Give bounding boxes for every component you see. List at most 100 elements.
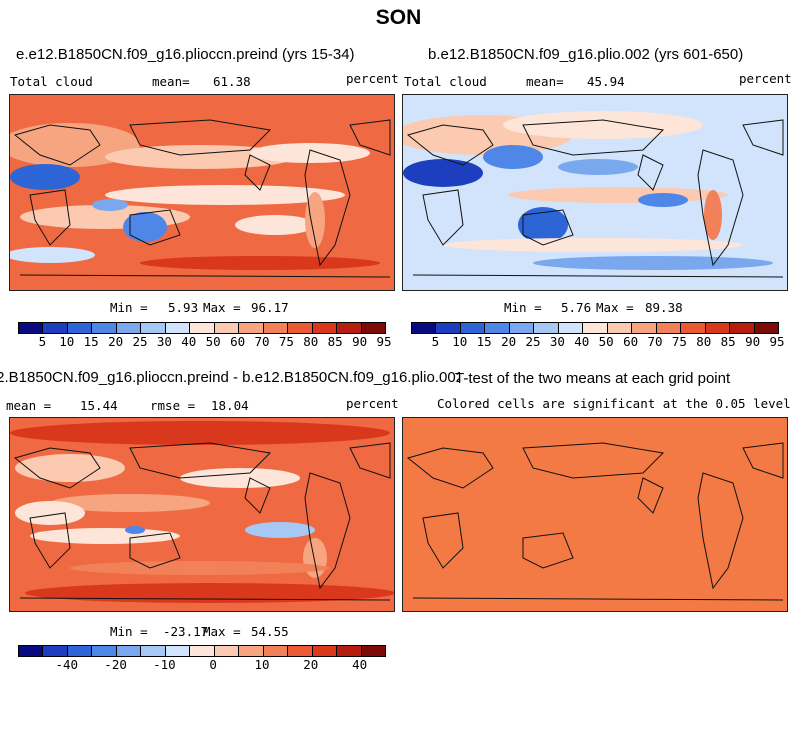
colorbar-box <box>19 646 44 656</box>
panel3-map <box>9 417 395 612</box>
colorbar-tick-label: 25 <box>132 334 148 349</box>
colorbar-tick-label: 10 <box>59 334 75 349</box>
colorbar-box <box>705 323 731 333</box>
colorbar-tick-label: 40 <box>352 657 368 672</box>
colorbar-box <box>214 323 240 333</box>
colorbar-box <box>509 323 535 333</box>
colorbar-tick-label: -40 <box>55 657 79 672</box>
colorbar-box <box>436 323 461 333</box>
colorbar-box <box>263 646 289 656</box>
panel2-title: b.e12.B1850CN.f09_g16.plio.002 (yrs 601-… <box>428 46 744 63</box>
colorbar-box <box>116 646 142 656</box>
panel2-max-label: Max = <box>596 300 634 315</box>
panel4-map <box>402 417 788 612</box>
colorbar-tick-label: 70 <box>647 334 663 349</box>
colorbar-box <box>312 323 338 333</box>
panel2-units: percent <box>739 71 792 86</box>
colorbar-tick-label: -20 <box>104 657 127 672</box>
panel3-colorbar <box>18 645 386 657</box>
colorbar-tick-label: 40 <box>574 334 590 349</box>
colorbar-tick-label: -10 <box>153 657 176 672</box>
colorbar-box <box>67 646 93 656</box>
colorbar-box <box>239 323 264 333</box>
colorbar-box <box>288 323 313 333</box>
panel3-max-label: Max = <box>203 624 241 639</box>
panel1-heatmap <box>10 95 394 290</box>
panel1-min-value: 5.93 <box>168 300 199 315</box>
colorbar-tick-label: 95 <box>769 334 785 349</box>
colorbar-box <box>67 323 93 333</box>
colorbar-tick-label: 50 <box>205 334 221 349</box>
colorbar-box <box>632 323 657 333</box>
panel3-colorbar-ticks: -40 -20 -10 0 10 20 40 <box>18 657 384 672</box>
panel3-mean-label: mean = <box>6 398 52 413</box>
colorbar-tick-label: 30 <box>549 334 565 349</box>
colorbar-box <box>165 646 191 656</box>
significance-fill <box>403 418 787 611</box>
panel1-mean-value: 61.38 <box>213 74 251 89</box>
colorbar-box <box>534 323 559 333</box>
colorbar-tick-label: 0 <box>209 657 217 672</box>
panel3-title-clip: e.e12.B1850CN.f09_g16.plioccn.preind - b… <box>0 369 460 391</box>
colorbar-box <box>730 323 755 333</box>
colorbar-box <box>412 323 437 333</box>
panel3-units: percent <box>346 396 399 411</box>
panel4-heatmap <box>403 418 787 611</box>
panel1-title: e.e12.B1850CN.f09_g16.plioccn.preind (yr… <box>16 46 355 63</box>
colorbar-box <box>92 646 117 656</box>
colorbar-tick-label: 70 <box>254 334 270 349</box>
colorbar-tick-label: 30 <box>156 334 172 349</box>
panel2-min-label: Min = <box>504 300 542 315</box>
panel1-units: percent <box>346 71 399 86</box>
colorbar-box <box>607 323 633 333</box>
panel4-subtitle: Colored cells are significant at the 0.0… <box>437 396 791 411</box>
panel3-min-label: Min = <box>110 624 148 639</box>
colorbar-box <box>312 646 338 656</box>
colorbar-box <box>288 646 313 656</box>
colorbar-tick-label: 10 <box>254 657 270 672</box>
panel2-map <box>402 94 788 291</box>
panel1-max-label: Max = <box>203 300 241 315</box>
colorbar-box <box>43 646 68 656</box>
colorbar-tick-label: 5 <box>38 334 47 349</box>
panel1-variable-label: Total cloud <box>10 74 93 89</box>
colorbar-tick-label: 75 <box>278 334 294 349</box>
colorbar-box <box>656 323 682 333</box>
colorbar-tick-label: 60 <box>623 334 639 349</box>
colorbar-box <box>190 323 215 333</box>
panel3-heatmap <box>10 418 394 611</box>
colorbar-tick-label: 20 <box>303 657 319 672</box>
colorbar-tick-label: 85 <box>720 334 736 349</box>
colorbar-tick-label: 5 <box>431 334 440 349</box>
colorbar-box <box>460 323 486 333</box>
colorbar-box <box>558 323 584 333</box>
colorbar-box <box>141 323 166 333</box>
colorbar-box <box>754 323 779 333</box>
panel1-colorbar-ticks: 5 10 15 20 25 30 40 50 60 70 75 80 85 90 95 <box>18 334 392 349</box>
panel3-mean-value: 15.44 <box>80 398 118 413</box>
panel2-mean-label: mean= <box>526 74 564 89</box>
colorbar-box <box>361 323 386 333</box>
panel2-colorbar <box>411 322 779 334</box>
colorbar-box <box>165 323 191 333</box>
colorbar-tick-label: 20 <box>501 334 517 349</box>
colorbar-box <box>19 323 44 333</box>
colorbar-box <box>337 323 362 333</box>
colorbar-box <box>583 323 608 333</box>
colorbar-box <box>239 646 264 656</box>
panel2-heatmap <box>403 95 787 290</box>
colorbar-box <box>190 646 215 656</box>
colorbar-tick-label: 90 <box>352 334 368 349</box>
colorbar-tick-label: 15 <box>476 334 492 349</box>
panel1-max-value: 96.17 <box>251 300 289 315</box>
colorbar-box <box>141 646 166 656</box>
colorbar-box <box>43 323 68 333</box>
colorbar-box <box>116 323 142 333</box>
panel1-min-label: Min = <box>110 300 148 315</box>
colorbar-box <box>92 323 117 333</box>
panel3-min-value: -23.17 <box>163 624 209 639</box>
colorbar-tick-label: 20 <box>108 334 124 349</box>
panel2-variable-label: Total cloud <box>404 74 487 89</box>
panel3-rmse-value: 18.04 <box>211 398 249 413</box>
colorbar-box <box>361 646 386 656</box>
